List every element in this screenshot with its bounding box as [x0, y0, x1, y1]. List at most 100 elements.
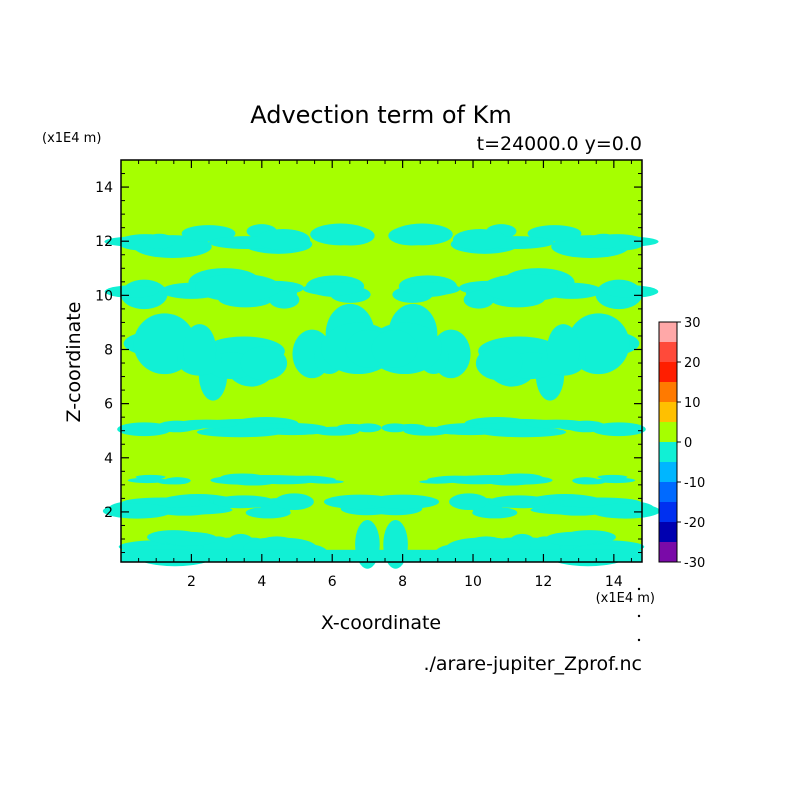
- negative-patch: [588, 233, 620, 249]
- colorbar-tick-label: 0: [684, 436, 692, 451]
- plot-area: [102, 160, 661, 569]
- colorbar-tick-label: -30: [684, 556, 705, 571]
- negative-patch: [274, 493, 314, 510]
- negative-patch: [545, 531, 600, 546]
- negative-patch: [163, 531, 218, 546]
- negative-patch: [572, 477, 599, 485]
- y-axis-label: Z-coordinate: [63, 302, 85, 423]
- negative-patch: [383, 520, 408, 569]
- negative-patch: [213, 495, 275, 508]
- negative-patch: [367, 494, 440, 510]
- colorbar-level: [659, 322, 677, 342]
- negative-patch: [488, 495, 550, 508]
- colorbar-level: [659, 382, 677, 402]
- plot-frame: [120, 159, 643, 563]
- negative-patch: [435, 427, 503, 435]
- negative-patch: [463, 290, 494, 309]
- negative-patch: [452, 229, 507, 251]
- negative-patch: [524, 419, 588, 429]
- negative-patch: [253, 475, 336, 484]
- y-tick-label: 4: [104, 451, 113, 467]
- negative-patch: [143, 233, 175, 249]
- negative-patch: [482, 273, 568, 302]
- y-tick-label: 14: [95, 180, 113, 196]
- colorbar-level: [659, 442, 677, 462]
- x-tick-label: 14: [605, 574, 623, 590]
- negative-patch: [327, 225, 375, 246]
- negative-patch: [449, 493, 489, 510]
- x-tick-label: 8: [398, 574, 407, 590]
- negative-patch: [104, 285, 159, 298]
- negative-patch: [590, 503, 661, 519]
- negative-field-patches: [102, 223, 661, 569]
- colorbar-tick-label: 20: [684, 356, 701, 371]
- negative-patch: [181, 225, 236, 242]
- y-axis-ticks: 2 4 6 8 10 12 14: [95, 173, 642, 554]
- negative-patch: [240, 346, 288, 381]
- corner-mark: [637, 614, 641, 618]
- x-tick-label: 4: [257, 574, 266, 590]
- corner-marks: [637, 587, 641, 642]
- colorbar-tick-labels: 30 20 10 0 -10 -20 -30: [677, 316, 705, 571]
- corner-mark: [637, 587, 641, 591]
- y-unit-label: (x1E4 m): [42, 131, 101, 146]
- negative-patch: [183, 324, 217, 376]
- y-tick-label: 12: [95, 234, 113, 250]
- colorbar-level: [659, 462, 677, 482]
- negative-patch: [336, 423, 367, 431]
- x-unit-label: (x1E4 m): [596, 591, 655, 606]
- negative-patch: [355, 520, 380, 569]
- colorbar-tick-label: -20: [684, 516, 705, 531]
- negative-patch: [127, 477, 167, 484]
- colorbar-level: [659, 362, 677, 382]
- colorbar-level: [659, 502, 677, 522]
- y-tick-label: 8: [104, 342, 113, 358]
- y-tick-label: 10: [95, 288, 113, 304]
- corner-mark: [637, 638, 641, 642]
- negative-patch: [164, 477, 191, 485]
- colorbar-level: [659, 422, 677, 442]
- colorbar-tick-label: 30: [684, 316, 701, 331]
- colorbar-tick-label: -10: [684, 476, 705, 491]
- negative-patch: [597, 474, 628, 480]
- negative-patch: [396, 423, 427, 431]
- x-axis-label: X-coordinate: [321, 612, 441, 634]
- x-tick-label: 2: [187, 574, 196, 590]
- y-tick-label: 2: [104, 505, 113, 521]
- negative-patch: [260, 427, 328, 435]
- colorbar-tick-label: 10: [684, 396, 701, 411]
- negative-patch: [121, 549, 642, 562]
- negative-patch: [604, 285, 659, 298]
- x-axis-ticks: 2 4 6 8 10 12 14: [138, 160, 632, 590]
- x-tick-label: 10: [464, 574, 482, 590]
- x-tick-label: 12: [535, 574, 553, 590]
- x-tick-label: 6: [328, 574, 337, 590]
- negative-patch: [388, 225, 436, 246]
- negative-patch: [302, 282, 362, 296]
- negative-patch: [475, 346, 523, 381]
- negative-patch: [269, 290, 300, 309]
- negative-patch: [427, 475, 510, 484]
- negative-patch: [195, 273, 281, 302]
- negative-patch: [135, 474, 166, 480]
- negative-patch: [256, 229, 311, 251]
- colorbar-level: [659, 522, 677, 542]
- y-tick-label: 6: [104, 397, 113, 413]
- colorbar-level: [659, 482, 677, 502]
- source-file-label: ./arare-jupiter_Zprof.nc: [423, 653, 642, 675]
- negative-patch: [401, 282, 461, 296]
- colorbar-level: [659, 342, 677, 362]
- colorbar-level: [659, 542, 677, 562]
- chart-subtitle: t=24000.0 y=0.0: [477, 133, 642, 155]
- negative-patch: [102, 503, 173, 519]
- negative-patch: [175, 419, 239, 429]
- colorbar-level: [659, 402, 677, 422]
- negative-patch: [546, 324, 580, 376]
- negative-patch: [527, 225, 582, 242]
- colorbar: [658, 321, 678, 563]
- negative-patch: [596, 477, 636, 484]
- negative-patch: [371, 329, 418, 368]
- chart-title: Advection term of Km: [250, 101, 512, 129]
